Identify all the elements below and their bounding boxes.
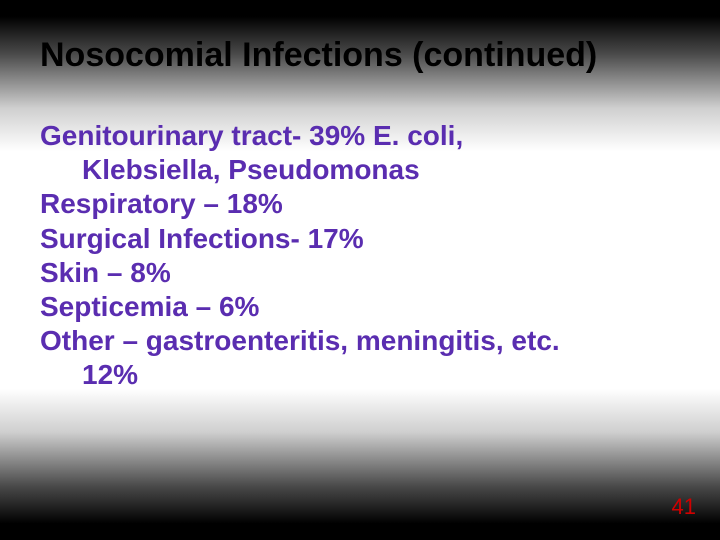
list-item: Respiratory – 18%	[40, 187, 680, 221]
bullet-list: Genitourinary tract- 39% E. coli, Klebsi…	[40, 119, 680, 392]
list-item: Genitourinary tract- 39% E. coli, Klebsi…	[40, 119, 680, 187]
list-item-text: Septicemia – 6%	[40, 291, 259, 322]
list-item-text-cont: 12%	[40, 358, 680, 392]
list-item: Surgical Infections- 17%	[40, 222, 680, 256]
list-item-text: Other – gastroenteritis, meningitis, etc…	[40, 325, 560, 356]
list-item-text: Genitourinary tract- 39% E. coli,	[40, 120, 463, 151]
list-item-text-cont: Klebsiella, Pseudomonas	[40, 153, 680, 187]
slide: Nosocomial Infections (continued) Genito…	[0, 0, 720, 540]
list-item-text: Skin – 8%	[40, 257, 171, 288]
list-item-text: Surgical Infections- 17%	[40, 223, 364, 254]
list-item: Skin – 8%	[40, 256, 680, 290]
slide-title: Nosocomial Infections (continued)	[40, 36, 680, 75]
page-number: 41	[672, 494, 696, 520]
list-item: Other – gastroenteritis, meningitis, etc…	[40, 324, 680, 392]
list-item-text: Respiratory – 18%	[40, 188, 283, 219]
list-item: Septicemia – 6%	[40, 290, 680, 324]
